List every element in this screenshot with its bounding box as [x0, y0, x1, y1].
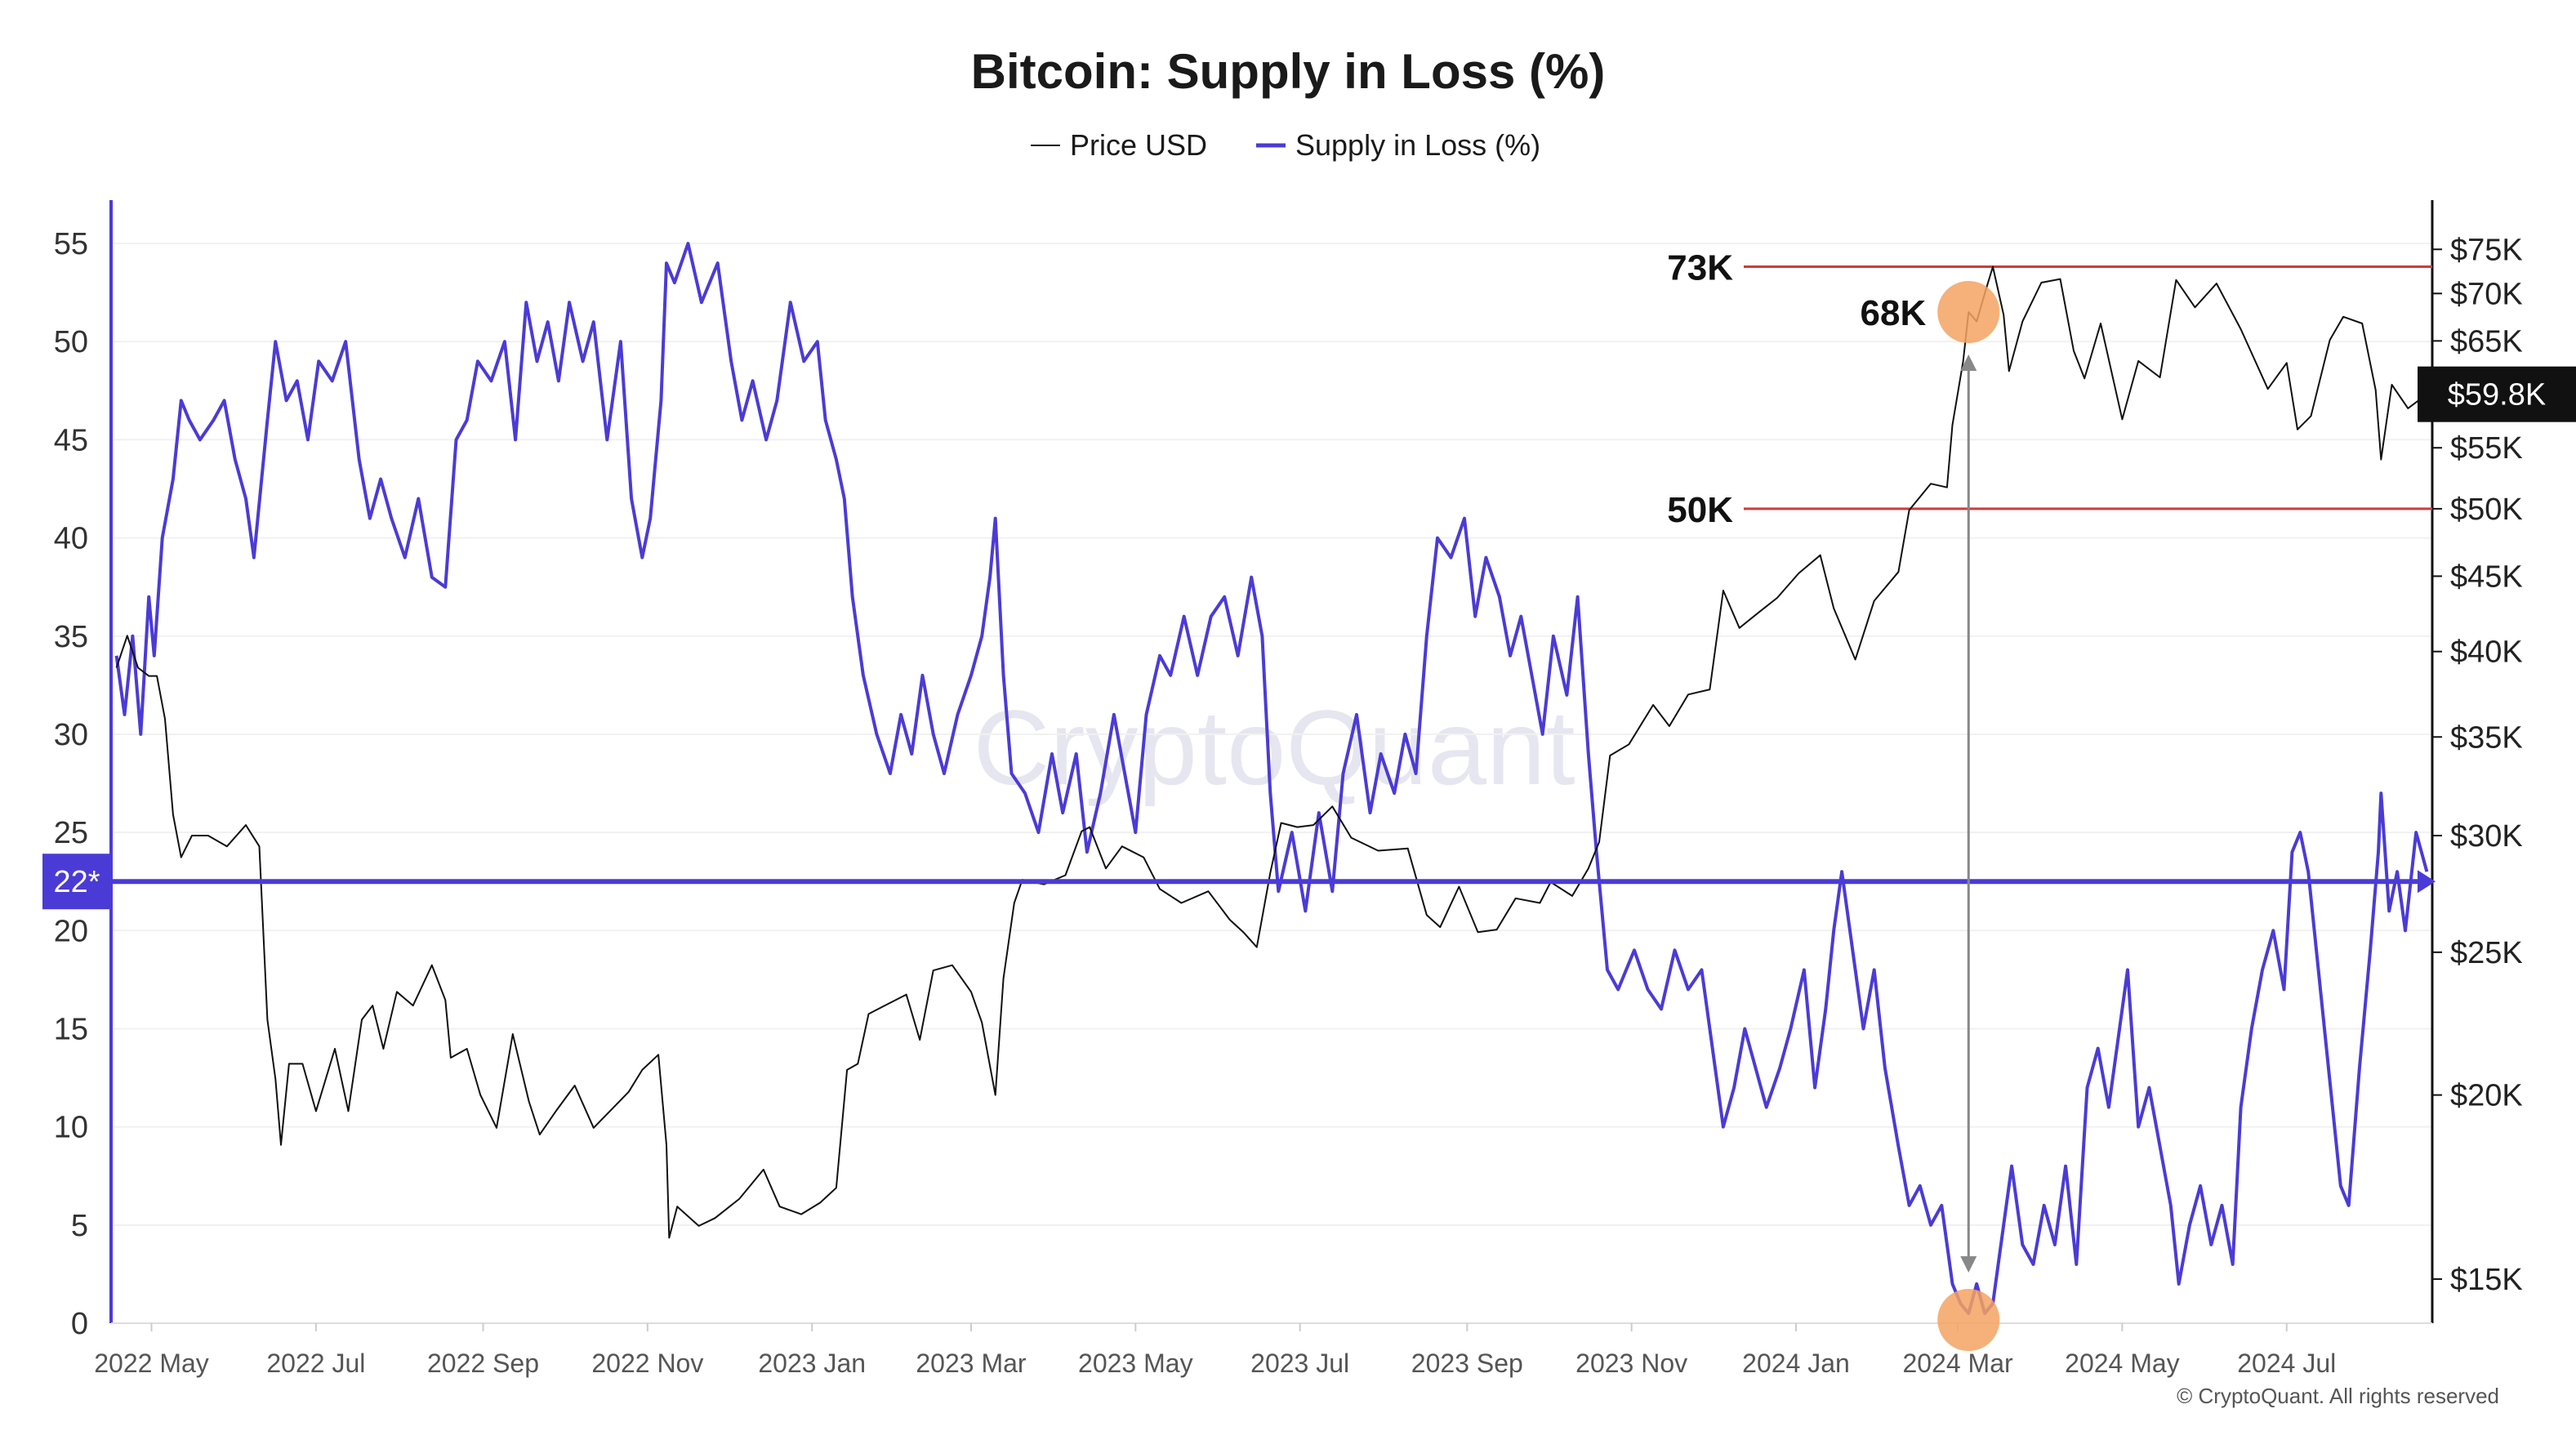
right-tick-label: $45K: [2450, 560, 2523, 594]
drawdown-arrow: [1960, 354, 1977, 1273]
x-tick-label: 2024 May: [2065, 1349, 2180, 1378]
left-tick-label: 15: [54, 1012, 88, 1046]
x-tick-label: 2022 Jul: [266, 1349, 365, 1378]
x-axis-ticks: 2022 May 2022 Jul 2022 Sep 2022 Nov 2023 Jan…: [94, 1323, 2336, 1378]
left-tick-label: 55: [54, 227, 88, 261]
right-axis-ticks: $15K $20K $25K $30K $35K $40K $45K $50K $55K $65K…: [2432, 233, 2523, 1297]
right-tick-label: $65K: [2450, 324, 2523, 359]
left-axis-ticks: 0 5 10 15 20 25 30 35 40 45 50 55: [54, 227, 88, 1341]
annotation-68k: 68K: [1861, 293, 1927, 333]
left-tick-label: 10: [54, 1111, 88, 1145]
left-tick-label: 0: [71, 1307, 88, 1341]
annotation-73k: 73K: [1667, 247, 1733, 288]
left-tick-label: 35: [54, 620, 88, 654]
right-tick-label: $20K: [2450, 1079, 2523, 1113]
legend-supply-label[interactable]: Supply in Loss (%): [1295, 128, 1540, 162]
threshold-line-group: 22*: [42, 854, 2436, 910]
current-price-badge-bg: [2418, 366, 2576, 422]
supply-low-marker: [1937, 1289, 2000, 1351]
legend: Price USD Supply in Loss (%): [1031, 128, 1540, 162]
right-tick-label: $40K: [2450, 635, 2523, 670]
threshold-badge-label: 22*: [53, 865, 100, 899]
current-price-badge: $59.8K: [2418, 366, 2576, 422]
chart-title: Bitcoin: Supply in Loss (%): [971, 44, 1606, 99]
current-price-label: $59.8K: [2448, 378, 2546, 412]
left-tick-label: 45: [54, 423, 88, 457]
x-tick-label: 2023 May: [1078, 1349, 1193, 1378]
x-tick-label: 2023 Jul: [1250, 1349, 1349, 1378]
watermark: CryptoQuant: [973, 688, 1575, 807]
copyright-text: © CryptoQuant. All rights reserved: [2177, 1384, 2499, 1408]
supply-in-loss-line: [114, 242, 2429, 1315]
right-tick-label: $15K: [2450, 1263, 2523, 1297]
arrow-head-down-icon: [1960, 1256, 1977, 1273]
legend-price-label[interactable]: Price USD: [1070, 128, 1207, 162]
x-tick-label: 2024 Mar: [1902, 1349, 2013, 1378]
right-tick-label: $30K: [2450, 819, 2523, 854]
x-tick-label: 2022 May: [94, 1349, 209, 1378]
x-tick-label: 2024 Jan: [1742, 1349, 1850, 1378]
right-tick-label: $75K: [2450, 233, 2523, 267]
left-tick-label: 40: [54, 522, 88, 556]
x-tick-label: 2022 Sep: [427, 1349, 539, 1378]
right-tick-label: $70K: [2450, 277, 2523, 311]
arrow-head-up-icon: [1960, 354, 1977, 372]
x-tick-label: 2022 Nov: [591, 1349, 703, 1378]
left-tick-label: 30: [54, 718, 88, 752]
threshold-badge: [42, 854, 111, 910]
price-usd-line: [115, 265, 2427, 1239]
x-tick-label: 2024 Jul: [2237, 1349, 2336, 1378]
reference-lines: [1744, 265, 2432, 510]
x-tick-label: 2023 Nov: [1575, 1349, 1687, 1378]
left-tick-label: 50: [54, 325, 88, 359]
threshold-arrow-icon: [2418, 870, 2436, 894]
right-tick-label: $35K: [2450, 720, 2523, 755]
left-tick-label: 5: [71, 1209, 88, 1243]
right-tick-label: $55K: [2450, 431, 2523, 466]
x-tick-label: 2023 Sep: [1411, 1349, 1523, 1378]
x-tick-label: 2023 Jan: [758, 1349, 866, 1378]
right-tick-label: $25K: [2450, 936, 2523, 970]
peak-price-marker: [1937, 281, 2000, 344]
annotation-50k: 50K: [1667, 490, 1733, 530]
left-tick-label: 20: [54, 914, 88, 948]
left-tick-label: 25: [54, 816, 88, 850]
x-tick-label: 2023 Mar: [916, 1349, 1027, 1378]
right-tick-label: $50K: [2450, 493, 2523, 527]
